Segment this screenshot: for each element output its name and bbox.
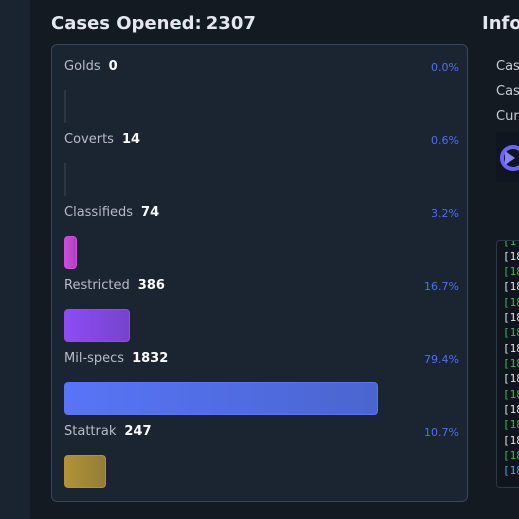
log-line: [18 — [503, 265, 519, 278]
log-line: [18 — [503, 464, 519, 477]
cases-opened-label: Cases Opened: — [51, 13, 202, 34]
logo-icon — [500, 145, 519, 171]
rarity-percent: 0.0% — [431, 61, 459, 74]
info-line: Cas — [496, 59, 519, 74]
log-line: [18 — [503, 449, 519, 462]
log-line: [18 — [503, 357, 519, 370]
rarity-label: Restricted 386 — [64, 278, 165, 293]
case-image — [496, 132, 519, 182]
log-line: [18 — [503, 418, 519, 431]
cases-opened-count: 2307 — [205, 13, 256, 34]
rarity-count: 386 — [137, 278, 165, 293]
activity-log[interactable]: [1 [18 [18 [18 [18 [18 [18 [18 [18 [18 [… — [496, 240, 519, 488]
log-line: [18 — [503, 311, 519, 324]
cases-opened-title: Cases Opened: 2307 — [51, 13, 256, 34]
rarity-percent: 16.7% — [424, 280, 459, 293]
log-line: [18 — [503, 388, 519, 401]
rarity-label: Golds 0 — [64, 59, 118, 74]
log-line: [18 — [503, 342, 519, 355]
rarity-name: Mil-specs — [64, 351, 125, 366]
log-line: [1 — [503, 240, 517, 248]
rarity-row-coverts: Coverts 14 0.6% — [64, 118, 459, 196]
rarity-bar — [64, 90, 66, 123]
rarity-percent: 79.4% — [424, 353, 459, 366]
rarity-bar — [64, 163, 66, 196]
rarity-percent: 10.7% — [424, 426, 459, 439]
rarity-row-stattrak: Stattrak 247 10.7% — [64, 410, 459, 488]
rarity-row-classifieds: Classifieds 74 3.2% — [64, 191, 459, 269]
rarity-name: Coverts — [64, 132, 114, 147]
rarity-label: Mil-specs 1832 — [64, 351, 168, 366]
left-sidebar-edge — [0, 0, 30, 519]
log-line: [18 — [503, 372, 519, 385]
rarity-count: 0 — [108, 59, 118, 74]
rarity-bar — [64, 382, 378, 415]
log-line: [18 — [503, 280, 519, 293]
rarity-name: Classifieds — [64, 205, 134, 220]
rarity-label: Classifieds 74 — [64, 205, 159, 220]
log-line: [18 — [503, 326, 519, 339]
rarity-label: Coverts 14 — [64, 132, 140, 147]
rarity-name: Restricted — [64, 278, 130, 293]
rarity-percent: 0.6% — [431, 134, 459, 147]
rarity-stats-card: Golds 0 0.0% Coverts 14 0.6% Classifieds 74… — [51, 44, 468, 502]
rarity-bar — [64, 309, 130, 342]
information-title: Infor — [482, 13, 519, 34]
rarity-row-restricted: Restricted 386 16.7% — [64, 264, 459, 342]
rarity-count: 14 — [121, 132, 141, 147]
rarity-bar — [64, 236, 77, 269]
log-line: [18 — [503, 434, 519, 447]
rarity-row-golds: Golds 0 0.0% — [64, 45, 459, 123]
log-line: [18 — [503, 250, 519, 263]
rarity-bar — [64, 455, 106, 488]
rarity-row-mil-specs: Mil-specs 1832 79.4% — [64, 337, 459, 415]
rarity-count: 247 — [124, 424, 152, 439]
rarity-name: Stattrak — [64, 424, 117, 439]
rarity-label: Stattrak 247 — [64, 424, 152, 439]
info-line: Cas — [496, 84, 519, 99]
log-line: [18 — [503, 403, 519, 416]
log-line: [18 — [503, 296, 519, 309]
rarity-percent: 3.2% — [431, 207, 459, 220]
rarity-count: 1832 — [132, 351, 169, 366]
info-line: Cur — [496, 109, 519, 124]
rarity-name: Golds — [64, 59, 101, 74]
rarity-count: 74 — [141, 205, 160, 220]
